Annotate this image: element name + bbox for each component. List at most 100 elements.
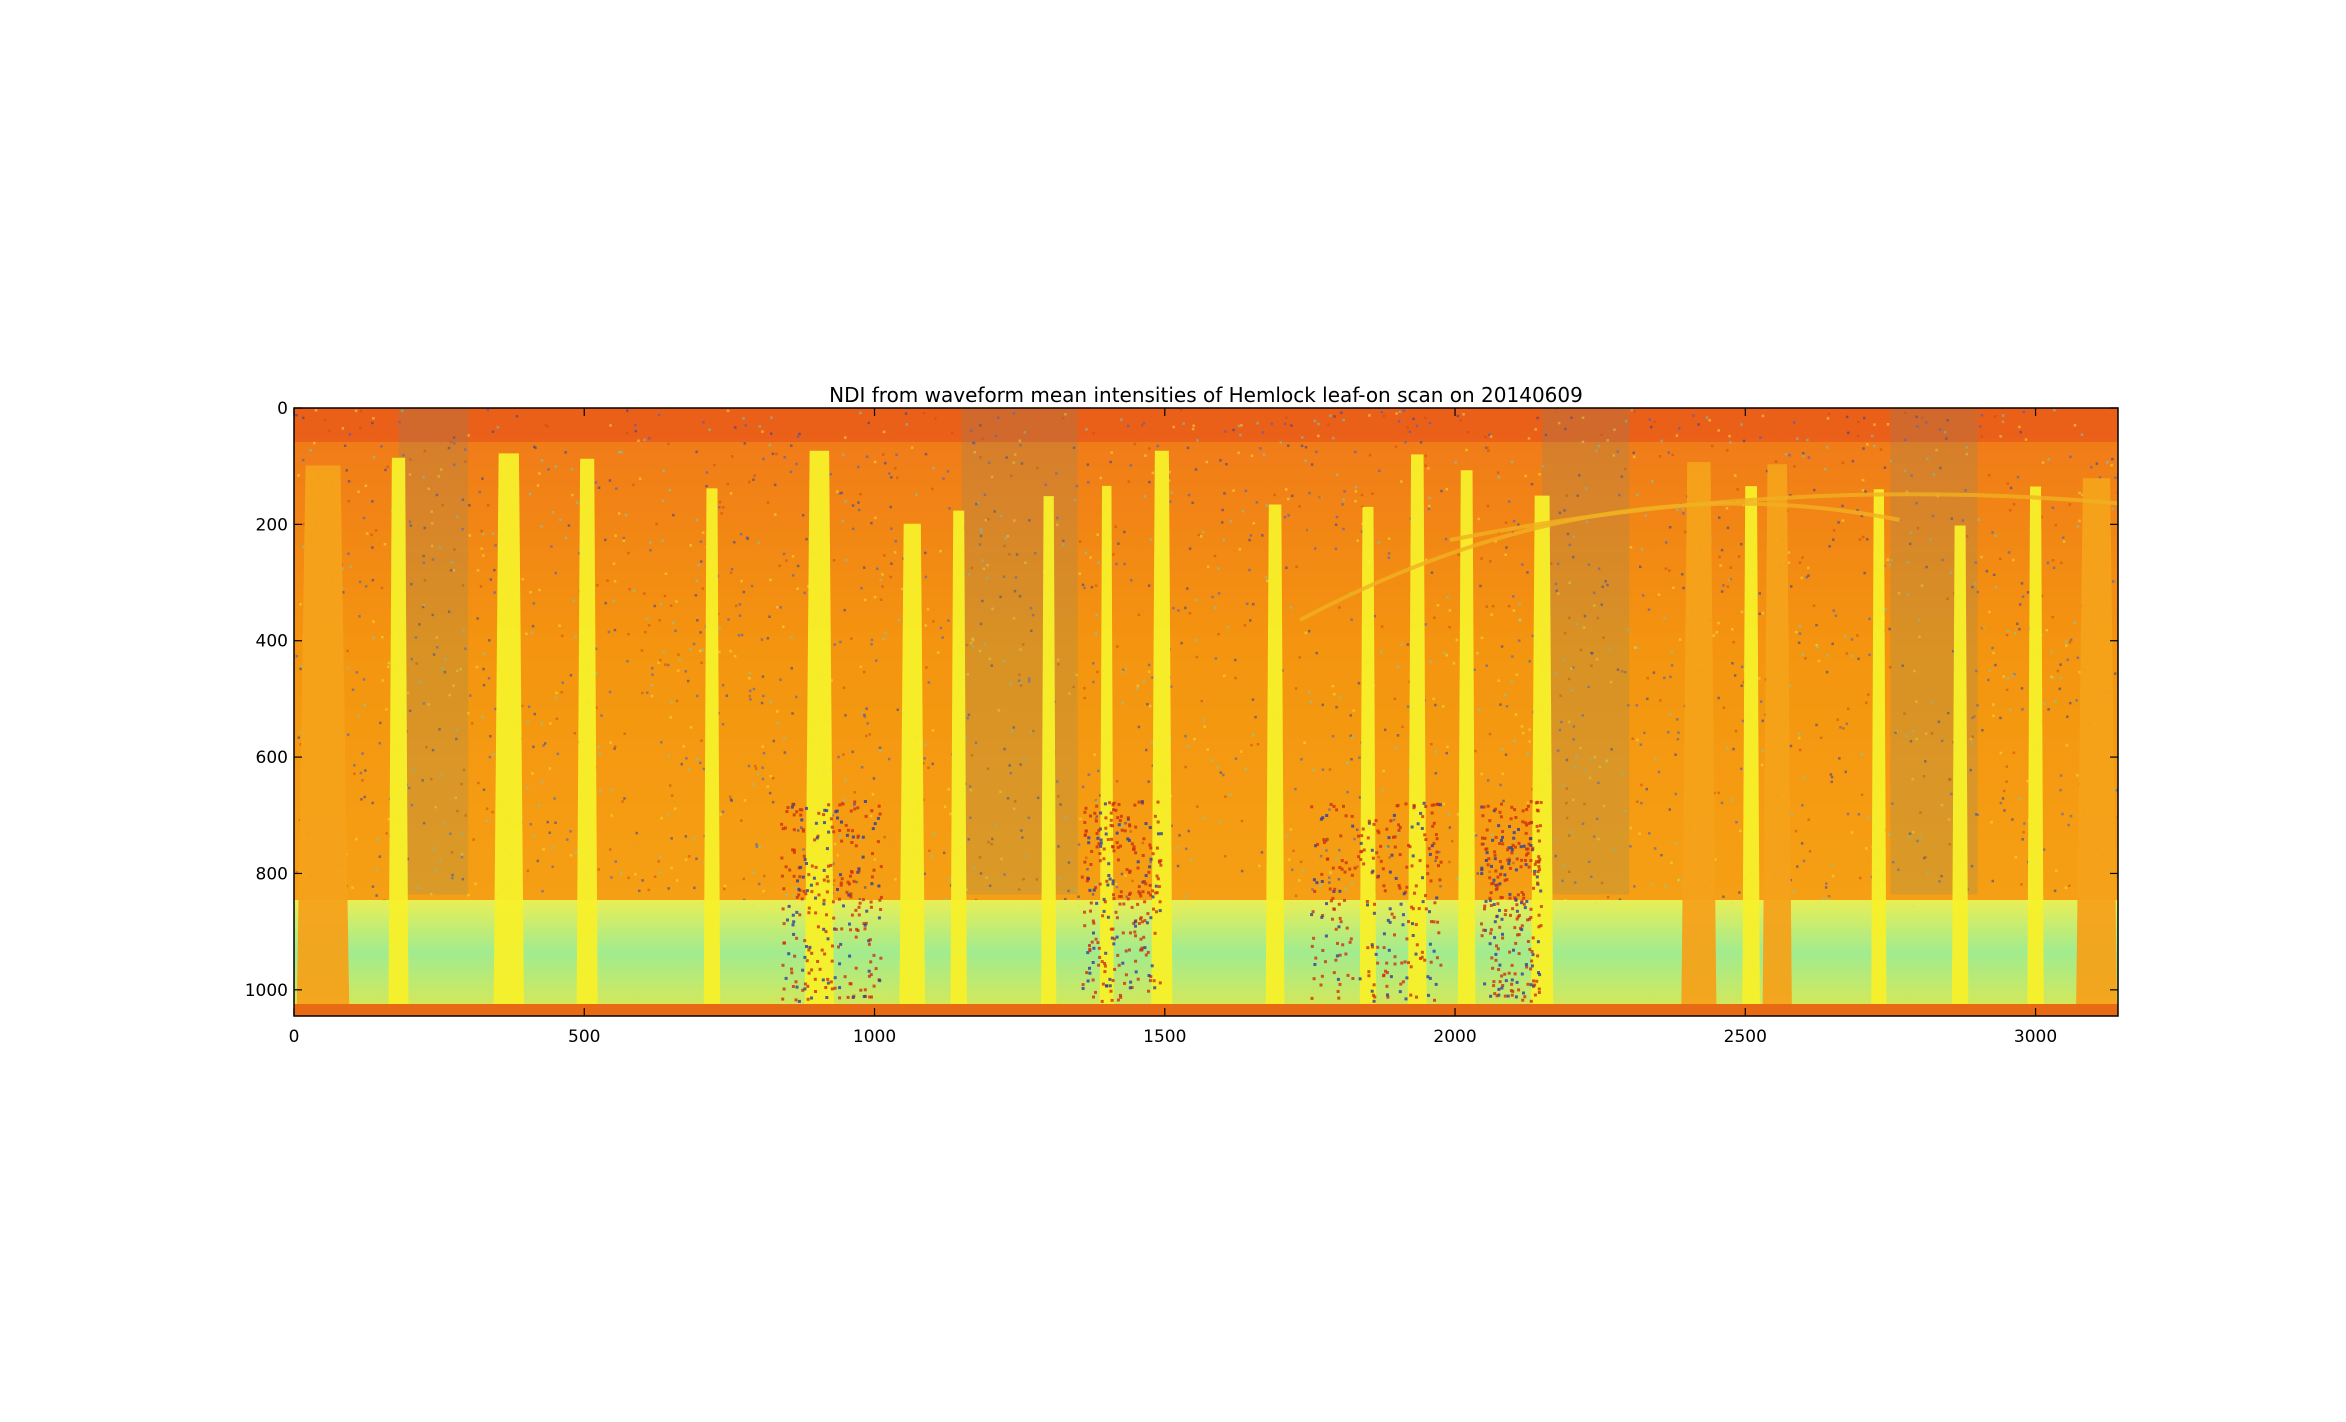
shrub-pixel — [823, 821, 826, 825]
tree-trunk — [899, 523, 926, 1006]
noise-pixel — [1612, 454, 1616, 457]
noise-pixel — [1604, 580, 1607, 583]
noise-pixel — [1334, 523, 1338, 526]
shrub-pixel — [782, 922, 786, 926]
shrub-pixel — [1136, 866, 1140, 870]
shrub-pixel — [1393, 835, 1397, 839]
noise-pixel — [488, 639, 491, 642]
noise-pixel — [295, 871, 298, 874]
noise-pixel — [768, 791, 772, 795]
noise-pixel — [598, 789, 602, 793]
noise-pixel — [692, 642, 696, 646]
noise-pixel — [750, 584, 754, 588]
noise-pixel — [1738, 891, 1741, 894]
noise-pixel — [1222, 538, 1226, 542]
shrub-pixel — [791, 913, 795, 917]
shrub-pixel — [1507, 971, 1511, 975]
noise-pixel — [1292, 849, 1295, 853]
noise-pixel — [947, 619, 950, 622]
shrub-pixel — [1382, 974, 1385, 978]
shrub-pixel — [1351, 824, 1355, 828]
noise-pixel — [541, 889, 544, 893]
shrub-pixel — [1523, 821, 1527, 825]
shrub-pixel — [1484, 859, 1488, 862]
noise-pixel — [1573, 765, 1576, 769]
shrub-pixel — [1526, 940, 1530, 943]
noise-pixel — [1443, 651, 1446, 654]
noise-pixel — [1452, 662, 1456, 665]
noise-pixel — [1424, 464, 1427, 467]
noise-pixel — [778, 564, 781, 568]
noise-pixel — [464, 448, 467, 451]
noise-pixel — [1202, 718, 1205, 722]
noise-pixel — [1950, 517, 1953, 520]
shrub-pixel — [1374, 952, 1378, 956]
noise-pixel — [1350, 758, 1353, 761]
noise-pixel — [859, 837, 862, 840]
tree-trunk — [1530, 495, 1554, 1006]
noise-pixel — [480, 529, 483, 533]
shrub-pixel — [831, 944, 834, 948]
shrub-pixel — [869, 905, 873, 909]
noise-pixel — [1079, 817, 1082, 821]
shrub-pixel — [1404, 997, 1408, 1001]
noise-pixel — [1905, 734, 1908, 738]
shrub-pixel — [1094, 886, 1097, 890]
noise-pixel — [705, 484, 708, 488]
noise-pixel — [1442, 802, 1446, 806]
shrub-pixel — [1372, 993, 1375, 997]
noise-pixel — [1553, 837, 1557, 841]
noise-pixel — [833, 643, 836, 646]
noise-pixel — [1014, 576, 1018, 579]
noise-pixel — [1251, 734, 1255, 737]
noise-pixel — [1095, 800, 1098, 803]
shrub-pixel — [1405, 976, 1409, 980]
noise-pixel — [1301, 869, 1305, 872]
shrub-pixel — [1524, 963, 1528, 966]
shrub-pixel — [1128, 893, 1131, 896]
noise-pixel — [2018, 425, 2021, 429]
noise-pixel — [1484, 435, 1487, 439]
noise-pixel — [2012, 751, 2016, 754]
noise-pixel — [1636, 493, 1639, 497]
shrub-pixel — [1133, 920, 1137, 924]
shrub-pixel — [1513, 896, 1517, 900]
shrub-pixel — [1524, 863, 1528, 867]
noise-pixel — [1645, 787, 1648, 791]
noise-pixel — [1674, 753, 1677, 756]
noise-pixel — [726, 482, 729, 486]
noise-pixel — [1195, 598, 1199, 602]
noise-pixel — [1194, 468, 1198, 471]
noise-pixel — [708, 428, 711, 431]
shrub-pixel — [840, 820, 843, 824]
shrub-pixel — [1505, 878, 1509, 881]
noise-pixel — [1588, 776, 1592, 780]
noise-pixel — [986, 564, 989, 567]
noise-pixel — [1632, 455, 1636, 459]
noise-pixel — [1669, 675, 1672, 679]
noise-pixel — [1424, 623, 1427, 626]
noise-pixel — [1841, 504, 1844, 508]
noise-pixel — [1554, 582, 1558, 586]
shrub-pixel — [1388, 907, 1392, 911]
noise-pixel — [2062, 536, 2065, 539]
noise-pixel — [560, 634, 564, 638]
shrub-pixel — [1127, 839, 1131, 842]
noise-pixel — [2020, 687, 2024, 690]
noise-pixel — [1099, 794, 1102, 797]
shrub-pixel — [1432, 842, 1436, 846]
shrub-pixel — [1397, 828, 1401, 832]
noise-pixel — [1916, 425, 1919, 428]
noise-pixel — [347, 667, 350, 670]
shrub-pixel — [1521, 820, 1525, 824]
noise-pixel — [1947, 711, 1950, 715]
noise-pixel — [1226, 626, 1229, 629]
shrub-pixel — [848, 982, 852, 986]
noise-pixel — [1003, 873, 1006, 876]
noise-pixel — [662, 469, 665, 472]
noise-pixel — [515, 415, 519, 418]
noise-pixel — [1109, 460, 1112, 464]
noise-pixel — [558, 624, 561, 627]
noise-pixel — [1832, 538, 1835, 541]
noise-pixel — [1969, 738, 1973, 741]
